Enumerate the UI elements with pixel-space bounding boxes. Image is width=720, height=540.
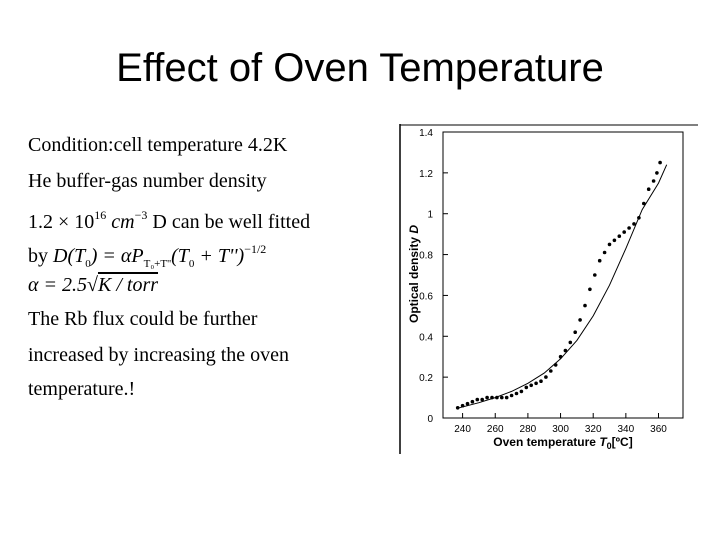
formula-d-of-t: D(T [53,245,86,267]
data-point [534,381,538,386]
plot-frame [442,131,684,419]
data-point [485,395,489,400]
text-line-rb-flux: The Rb flux could be further [28,308,258,330]
formula-exponent: −1/2 [244,242,267,256]
data-point [465,401,470,406]
text-line-increased: increased by increasing the oven [28,344,290,366]
data-point [500,395,504,400]
data-point [460,403,465,408]
x-tick-label: 280 [520,424,537,435]
data-point [655,171,659,175]
data-point [578,318,582,322]
data-point [583,303,587,308]
data-point [455,406,460,410]
data-point [553,363,558,367]
data-point [529,383,533,388]
data-point [642,201,646,206]
data-point [617,234,622,238]
alpha-formula: α = 2.5 [28,274,87,296]
data-point [588,287,592,292]
y-tick-label: 1.4 [419,128,433,139]
data-point [612,238,617,243]
text-line-fit-formula: by D(T0) = αPT₀+T''(T0 + T'')−1/2 [28,236,266,277]
data-point [597,258,602,263]
formula-sub-zero-1: 0 [85,258,91,270]
data-point [593,273,597,277]
formula-paren-open: (T [171,245,189,267]
data-point [563,348,568,353]
text-line-density-value: 1.2 × 1016 cm−3 D can be well fitted [28,202,310,235]
density-unit-exponent: −3 [134,208,148,222]
text-line-temperature: temperature.! [28,378,136,400]
data-point [573,330,577,334]
data-point [658,160,662,165]
x-tick-label: 300 [552,424,569,435]
y-tick-label: 0.2 [419,373,433,384]
data-point [480,397,484,402]
data-point [607,242,612,247]
alpha-unit: K / torr [97,274,159,296]
text-line-buffer-gas: He buffer-gas number density [28,170,267,192]
data-point [509,393,514,398]
y-axis-label: Optical density D [407,225,421,323]
density-exponent: 16 [94,208,107,222]
fit-statement: D can be well fitted [152,211,311,233]
fit-curve [459,164,668,409]
x-tick-label: 320 [585,424,602,435]
data-point [524,385,529,390]
sqrt-symbol: √ [87,274,98,296]
x-axis-ticks: 240 260 280 300 320 340 360 [454,413,667,435]
formula-alpha-p: ) = αP [90,245,144,267]
data-point [544,375,548,379]
y-tick-label: 0.4 [419,332,433,343]
data-point [514,391,519,396]
text-line-condition: Condition:cell temperature 4.2K [28,134,288,156]
y-axis-ticks: 0 0.2 0.4 0.6 0.8 1 1.2 1.4 [419,128,448,425]
formula-paren-close: + T'') [194,245,245,267]
x-axis-label: Oven temperature T0[ºC] [493,435,632,451]
x-tick-label: 360 [650,424,667,435]
optical-density-plot: 0 0.2 0.4 0.6 0.8 1 1.2 1.4 240 260 280 300 320 340 3… [399,124,698,454]
density-times-ten: × 10 [58,211,95,233]
data-point [549,369,553,373]
formula-p-subscript: T₀+T'' [143,258,172,270]
data-point [490,395,494,400]
density-unit: cm [111,211,135,233]
density-coefficient: 1.2 [28,211,53,233]
y-tick-label: 0 [427,414,433,425]
y-tick-label: 0.8 [419,251,433,262]
data-point [637,216,641,220]
formula-sub-zero-2: 0 [188,258,195,270]
data-points [455,160,662,410]
data-point [622,230,626,234]
data-point [627,226,631,230]
data-point [470,399,475,404]
data-point [504,395,509,400]
data-point [632,222,636,226]
data-point [646,187,651,191]
data-point [558,354,563,359]
by-label: by [28,245,48,267]
y-tick-label: 1.2 [419,169,433,180]
y-tick-label: 0.6 [419,291,433,302]
y-tick-label: 1 [427,210,433,221]
data-point [651,179,656,183]
data-point [539,379,543,383]
data-point [568,340,573,345]
text-line-alpha: α = 2.5√K / torr [28,272,158,298]
data-point [602,250,607,255]
data-point [475,397,480,402]
data-point [519,389,524,394]
data-point [495,395,499,400]
x-tick-label: 260 [487,424,504,435]
x-tick-label: 240 [454,424,471,435]
slide-title: Effect of Oven Temperature [116,46,604,90]
x-tick-label: 340 [618,424,635,435]
